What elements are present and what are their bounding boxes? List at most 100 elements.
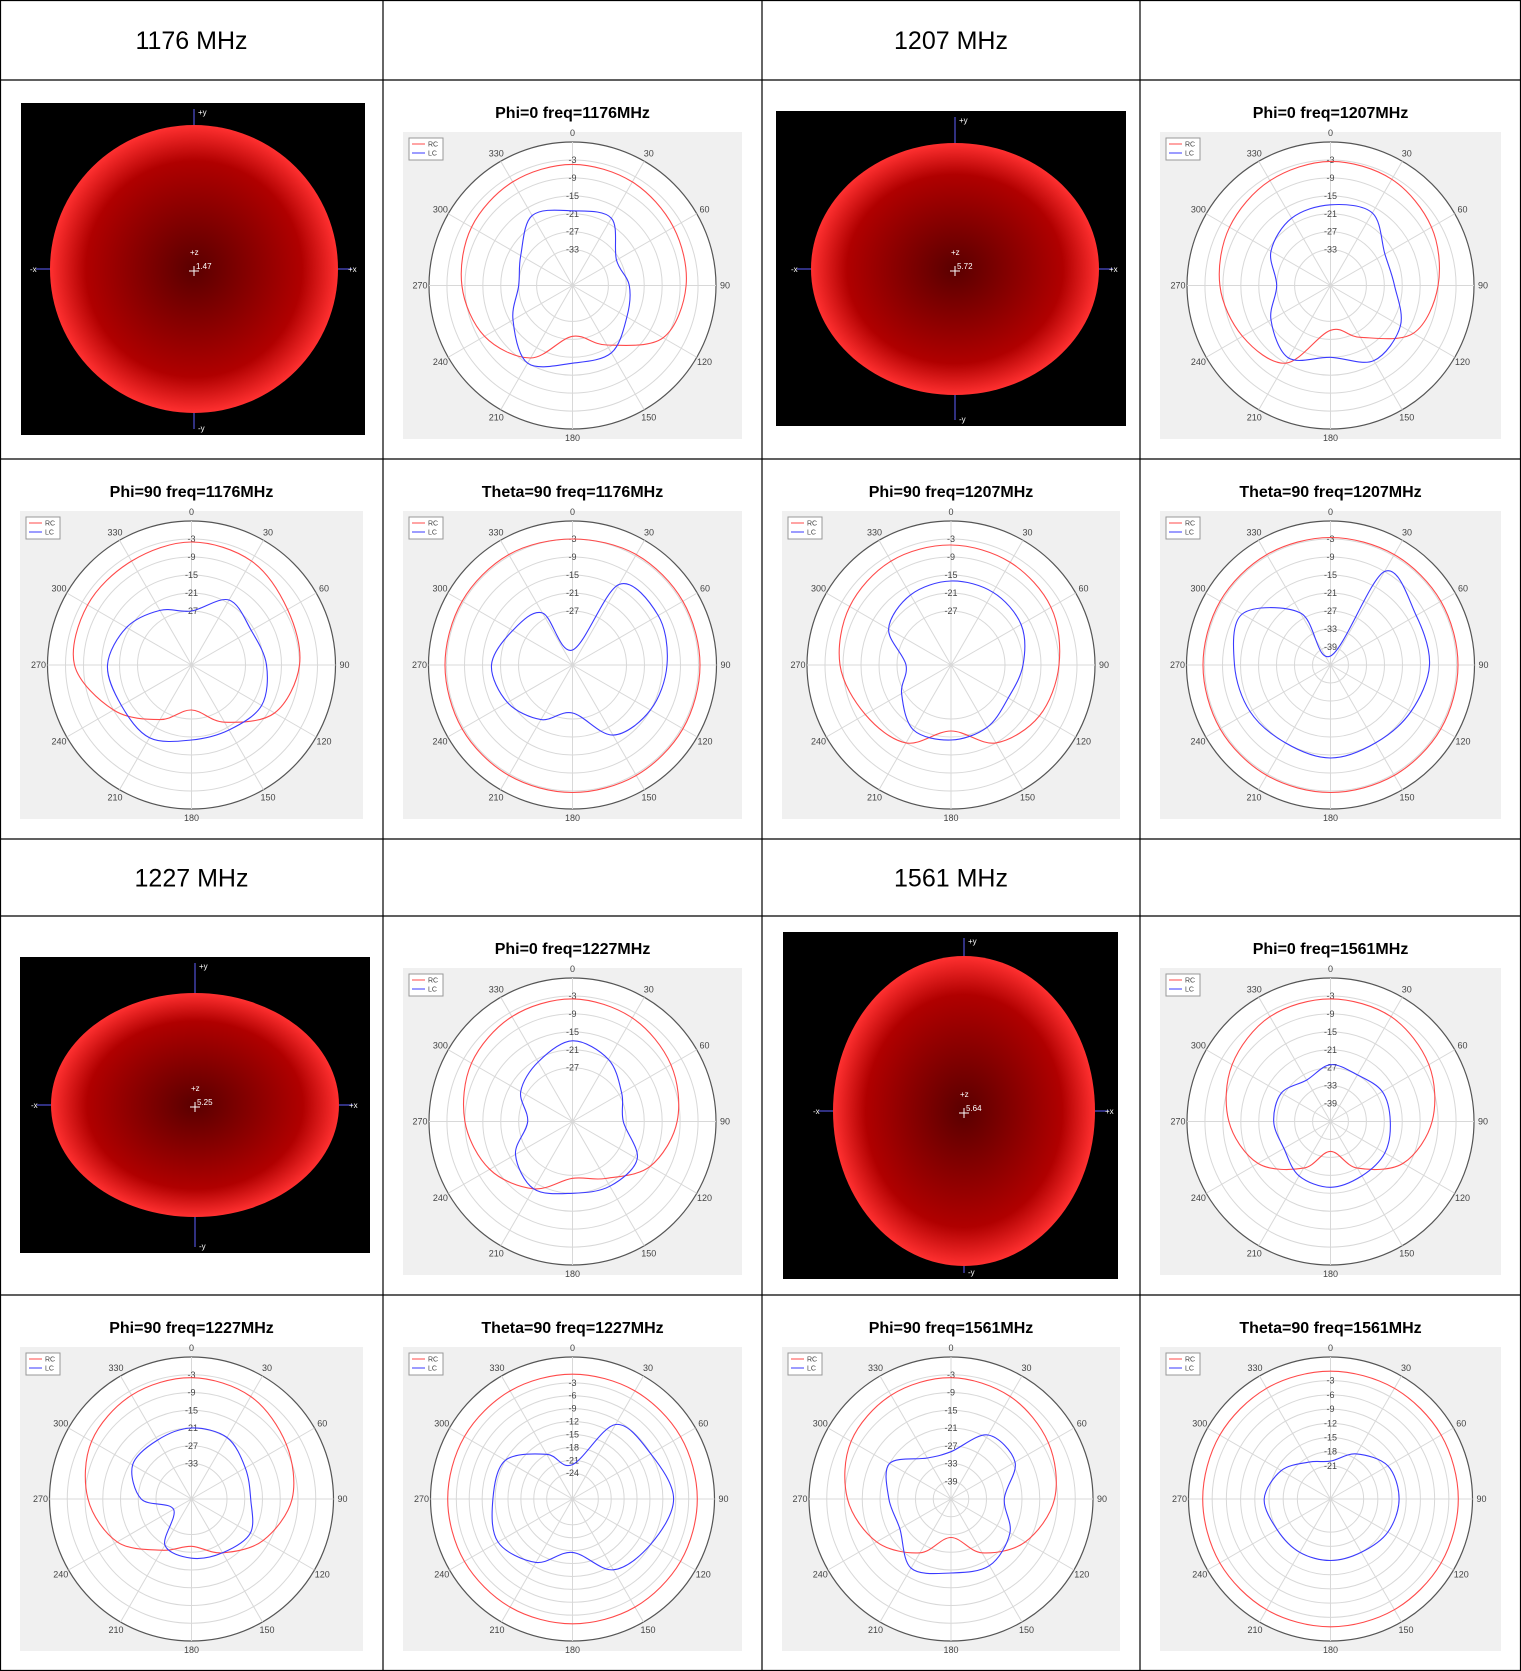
legend-label: LC: [1185, 151, 1194, 158]
angle-label: 270: [412, 1117, 427, 1127]
radial-label: -27: [1324, 1063, 1337, 1073]
grid-spoke: [1258, 664, 1331, 790]
pattern-value: 1.47: [196, 262, 212, 271]
legend-label: LC: [1185, 530, 1194, 537]
grid-spoke: [501, 1498, 573, 1623]
grid-spoke: [572, 1498, 696, 1571]
series-curve: [1269, 203, 1402, 363]
grid-spoke: [1330, 1498, 1454, 1571]
axis-label: +x: [1109, 265, 1118, 274]
radial-label: -9: [187, 1388, 195, 1398]
radial-label: -15: [566, 570, 579, 580]
series-curve: [888, 580, 1026, 741]
angle-label: 300: [53, 1419, 68, 1429]
angle-label: 270: [31, 660, 46, 670]
angle-label: 30: [1021, 1363, 1031, 1373]
radial-label: -6: [568, 1391, 576, 1401]
pattern-value: 5.64: [966, 1104, 982, 1113]
angle-label: 120: [1455, 1193, 1470, 1203]
grid-spoke: [572, 213, 698, 286]
radial-label: -9: [947, 1388, 955, 1398]
radial-label: -9: [947, 552, 955, 562]
grid-spoke: [500, 1121, 573, 1247]
angle-label: 180: [943, 1645, 958, 1655]
axis-label: +x: [1105, 1107, 1114, 1116]
series-curve: [106, 598, 268, 743]
grid-spoke: [447, 213, 573, 286]
radial-label: -21: [944, 588, 957, 598]
radial-label: -15: [1324, 1027, 1337, 1037]
grid-spoke: [826, 664, 952, 738]
angle-label: 180: [565, 813, 580, 823]
angle-label: 60: [1077, 1419, 1087, 1429]
grid-spoke: [449, 1427, 573, 1500]
grid-spoke: [1330, 1121, 1456, 1194]
grid-spoke: [879, 1375, 952, 1500]
angle-label: 300: [1192, 1419, 1207, 1429]
grid-spoke: [68, 1427, 192, 1500]
grid-spoke: [1330, 664, 1403, 790]
grid-spoke: [1330, 540, 1403, 666]
header: 1207 MHz: [894, 27, 1008, 55]
grid-spoke: [191, 592, 317, 666]
angle-label: 330: [489, 1363, 504, 1373]
angle-label: 60: [1458, 204, 1468, 214]
angle-label: 120: [1074, 1570, 1089, 1580]
angle-label: 300: [813, 1419, 828, 1429]
radial-label: -9: [1326, 1009, 1334, 1019]
angle-label: 90: [720, 281, 730, 291]
angle-label: 150: [1020, 793, 1035, 803]
radial-label: -3: [187, 1370, 195, 1380]
radial-label: -15: [185, 1405, 198, 1415]
series-curve: [844, 1377, 1057, 1554]
series-curve: [1263, 1453, 1400, 1562]
angle-label: 120: [697, 1193, 712, 1203]
header: 1176 MHz: [135, 27, 247, 55]
grid-spoke: [500, 664, 573, 790]
angle-label: 330: [867, 527, 882, 537]
grid-spoke: [1207, 1427, 1331, 1500]
series-curve: [490, 583, 668, 736]
series-curve: [84, 1377, 295, 1554]
angle-label: 240: [432, 737, 447, 747]
legend-label: RC: [428, 978, 438, 985]
angle-label: 180: [184, 1645, 199, 1655]
series-curve: [491, 1423, 675, 1571]
radial-label: -27: [1324, 606, 1337, 616]
legend-label: RC: [45, 1357, 55, 1364]
series-curve: [463, 998, 680, 1190]
angle-label: 120: [696, 1570, 711, 1580]
radial-label: -39: [1324, 642, 1337, 652]
grid-spoke: [1330, 1121, 1403, 1247]
radial-label: -21: [944, 1423, 957, 1433]
angle-label: 30: [644, 148, 654, 158]
grid-spoke: [572, 1121, 698, 1194]
series-curve: [460, 163, 687, 359]
angle-label: 300: [434, 1419, 449, 1429]
radial-label: -9: [568, 1404, 576, 1414]
grid-spoke: [1259, 1375, 1331, 1500]
radial-label: -15: [566, 1429, 579, 1439]
series-curve: [1202, 536, 1459, 794]
angle-label: 150: [640, 1625, 655, 1635]
angle-label: 90: [339, 660, 349, 670]
angle-label: 300: [433, 204, 448, 214]
angle-label: 120: [697, 737, 712, 747]
angle-label: 330: [1247, 984, 1262, 994]
radial-label: -15: [1324, 1432, 1337, 1442]
angle-label: 150: [641, 1249, 656, 1259]
angle-label: 150: [1019, 1625, 1034, 1635]
radial-label: -9: [1326, 1404, 1334, 1414]
angle-label: 300: [51, 584, 66, 594]
angle-label: 330: [108, 1363, 123, 1373]
angle-label: 60: [700, 204, 710, 214]
angle-label: 330: [107, 527, 122, 537]
axis-label: -x: [31, 1101, 38, 1110]
grid-spoke: [447, 592, 573, 666]
grid-spoke: [120, 1498, 192, 1623]
radial-label: -3: [1326, 534, 1334, 544]
angle-label: 90: [1476, 1494, 1486, 1504]
angle-label: 300: [1191, 1040, 1206, 1050]
angle-label: 270: [792, 1494, 807, 1504]
angle-label: 180: [1323, 433, 1338, 443]
